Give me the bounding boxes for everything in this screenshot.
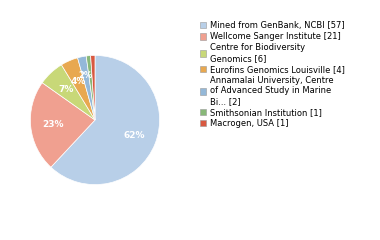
Wedge shape — [78, 56, 95, 120]
Wedge shape — [51, 55, 160, 185]
Text: 7%: 7% — [59, 85, 74, 94]
Wedge shape — [62, 58, 95, 120]
Wedge shape — [86, 55, 95, 120]
Wedge shape — [90, 55, 95, 120]
Legend: Mined from GenBank, NCBI [57], Wellcome Sanger Institute [21], Centre for Biodiv: Mined from GenBank, NCBI [57], Wellcome … — [200, 21, 344, 128]
Text: 2%: 2% — [79, 71, 93, 80]
Text: 4%: 4% — [71, 77, 86, 86]
Wedge shape — [42, 65, 95, 120]
Wedge shape — [30, 83, 95, 167]
Text: 62%: 62% — [123, 131, 145, 140]
Text: 23%: 23% — [43, 120, 64, 129]
